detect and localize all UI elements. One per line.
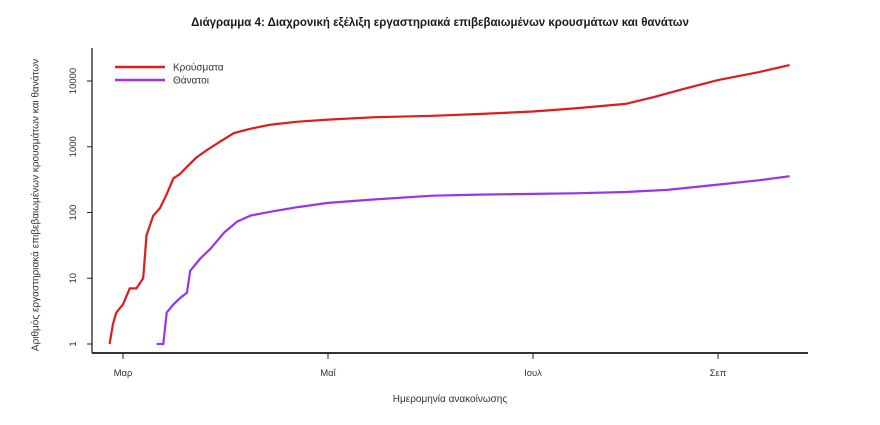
legend-label-1: Θάνατοι (173, 75, 209, 87)
series-line-0 (108, 64, 790, 345)
y-tick-label: 1000 (68, 136, 79, 157)
series-line-1 (156, 175, 790, 346)
x-tick-label: Μαΐ (320, 368, 336, 379)
axes: 1 10 100 1000 10000 Μαρ Μαΐ Ιουλ Σεπ (68, 48, 808, 379)
x-tick-label: Μαρ (114, 368, 133, 379)
x-tick-label: Σεπ (710, 368, 727, 379)
y-tick-label: 100 (68, 205, 79, 221)
y-tick-label: 10000 (68, 68, 79, 94)
x-tick-label: Ιουλ (524, 368, 542, 379)
legend-label-0: Κρούσματα (173, 62, 224, 74)
x-axis-label: Ημερομηνία ανακοίνωσης (392, 394, 508, 405)
series-lines (108, 64, 790, 346)
y-tick-label: 1 (68, 341, 79, 346)
chart-title: Διάγραμμα 4: Διαχρονική εξέλιξη εργαστηρ… (191, 17, 689, 29)
y-tick-label: 10 (68, 273, 79, 284)
